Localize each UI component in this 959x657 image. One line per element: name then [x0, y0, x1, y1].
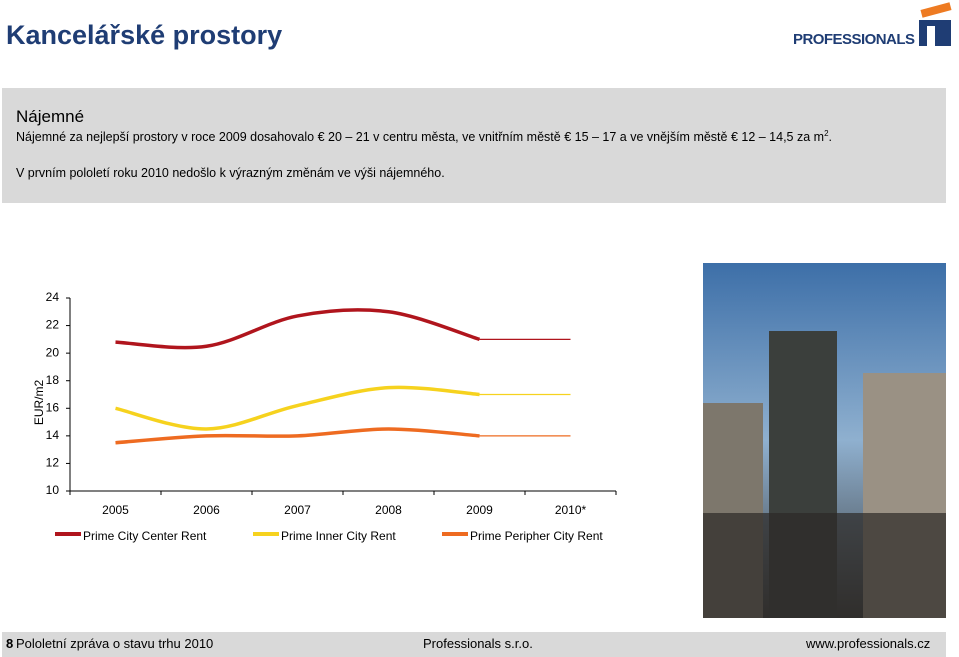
x-tick-label: 2009: [466, 503, 493, 517]
page-title: Kancelářské prostory: [6, 20, 283, 50]
x-tick-label: 2005: [102, 503, 129, 517]
legend-label: Prime Peripher City Rent: [470, 529, 603, 543]
x-tick-label: 2006: [193, 503, 220, 517]
report-name: Pololetní zpráva o stavu trhu 2010: [16, 636, 214, 651]
line-series: [115, 308, 481, 350]
company: Professionals s.r.o.: [423, 636, 533, 651]
superscript: 2: [824, 129, 829, 138]
x-tick-label: 2008: [375, 503, 402, 517]
y-tick-label: 20: [46, 345, 60, 359]
logo: PROFESSIONALS: [793, 2, 952, 48]
paragraph: Nájemné za nejlepší prostory v roce 2009…: [16, 129, 832, 144]
photo: [703, 263, 946, 618]
footer: 8 Pololetní zpráva o stavu trhu 2010 Pro…: [2, 632, 946, 657]
line-series: [115, 427, 480, 445]
y-tick-label: 14: [46, 428, 60, 442]
y-axis-label: EUR/m2: [32, 380, 46, 426]
paragraph: V prvním pololetí roku 2010 nedošlo k vý…: [16, 166, 445, 180]
x-tick-label: 2007: [284, 503, 311, 517]
y-tick-label: 18: [46, 373, 60, 387]
x-tick-label: 2010*: [555, 503, 587, 517]
legend-label: Prime City Center Rent: [83, 529, 207, 543]
y-tick-label: 10: [46, 483, 60, 497]
website: www.professionals.cz: [806, 636, 931, 651]
text: .: [828, 130, 833, 145]
chart: 10 12 14 16 18 20 22 24 2005 2006 2007 2008 2009 2010…: [32, 290, 617, 543]
y-tick-label: 16: [46, 400, 60, 414]
heading: Nájemné: [16, 107, 85, 126]
page-number: 8: [6, 636, 14, 651]
info-box: Nájemné Nájemné za nejlepší prostory v r…: [2, 88, 946, 203]
text: Nájemné za nejlepší prostory v roce 2009…: [16, 130, 825, 145]
y-tick-label: 22: [46, 318, 60, 332]
logo-text: PROFESSIONALS: [793, 31, 915, 48]
y-tick-label: 24: [46, 290, 60, 304]
line-series: [115, 385, 480, 431]
y-tick-label: 12: [46, 456, 60, 470]
legend-label: Prime Inner City Rent: [281, 529, 396, 543]
